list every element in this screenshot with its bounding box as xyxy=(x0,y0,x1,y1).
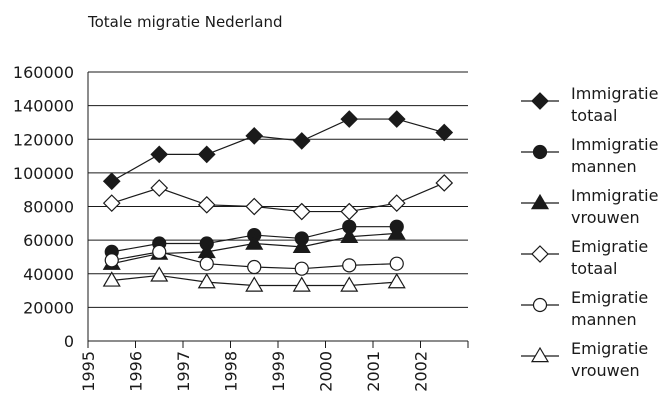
data-point xyxy=(435,123,454,142)
series-4 xyxy=(104,244,404,276)
data-point xyxy=(292,132,311,150)
data-point xyxy=(245,197,264,216)
series-line xyxy=(111,182,445,213)
data-point xyxy=(342,258,357,273)
grid-layer xyxy=(88,71,468,308)
legend-item: Emigratie vrouwen xyxy=(521,339,648,380)
data-point xyxy=(387,272,406,289)
x-tick-label: 1999 xyxy=(269,351,288,392)
x-tick-label: 2001 xyxy=(364,351,383,392)
data-point xyxy=(294,261,309,276)
y-tick-label: 60000 xyxy=(23,231,74,250)
data-point xyxy=(435,174,454,192)
x-tick-label: 1995 xyxy=(79,351,98,392)
legend-label: mannen xyxy=(571,157,637,176)
data-point xyxy=(152,244,167,259)
legend-marker xyxy=(532,144,548,160)
x-tick-label: 2000 xyxy=(317,351,336,392)
legend-item: Immigratie mannen xyxy=(521,135,658,176)
data-point xyxy=(150,179,169,197)
y-tick-label: 160000 xyxy=(13,63,74,82)
legend-label: Emigratie xyxy=(571,288,648,307)
series-0 xyxy=(102,110,454,191)
data-point xyxy=(197,145,216,164)
data-point xyxy=(340,110,359,128)
legend-label: mannen xyxy=(571,310,637,329)
data-point xyxy=(387,110,406,128)
legend-marker xyxy=(530,346,550,363)
legend-item: Immigratie totaal xyxy=(521,84,658,125)
data-point xyxy=(389,256,404,271)
legend-label: Emigratie xyxy=(571,237,648,256)
data-point xyxy=(199,256,214,271)
data-point xyxy=(245,276,264,292)
legend-marker xyxy=(531,245,549,263)
series-3 xyxy=(102,174,454,221)
data-point xyxy=(102,194,121,212)
series-5 xyxy=(102,266,406,292)
legend-marker xyxy=(532,297,548,313)
data-point xyxy=(340,276,359,292)
legend-label: vrouwen xyxy=(571,361,640,380)
chart-title: Totale migratie Nederland xyxy=(87,13,283,31)
y-tick-label: 20000 xyxy=(23,298,74,317)
legend-label: Immigratie xyxy=(571,135,658,154)
data-point xyxy=(292,202,311,221)
data-point xyxy=(340,227,359,243)
y-tick-label: 100000 xyxy=(13,164,74,183)
data-point xyxy=(197,195,216,214)
data-point xyxy=(292,237,311,254)
data-point xyxy=(102,271,121,287)
y-tick-label: 0 xyxy=(64,332,74,351)
series-layer xyxy=(102,110,454,292)
legend-marker xyxy=(531,92,549,110)
axis-layer: 160000 140000 120000 100000 80000 60000 40000 2… xyxy=(13,63,469,392)
legend: ImmigratietotaalImmigratiemannenImmigrat… xyxy=(521,84,658,380)
x-tick-label: 2002 xyxy=(412,351,431,392)
legend-label: Immigratie xyxy=(571,84,658,103)
data-point xyxy=(150,266,169,282)
data-point xyxy=(387,194,406,212)
x-tick-label: 1997 xyxy=(174,351,193,392)
data-point xyxy=(247,259,262,275)
data-point xyxy=(102,172,121,191)
data-point xyxy=(387,224,406,240)
data-point xyxy=(340,202,359,221)
data-point xyxy=(245,127,264,145)
y-tick-label: 80000 xyxy=(23,198,74,217)
legend-marker xyxy=(530,193,550,210)
legend-label: Emigratie xyxy=(571,339,648,358)
data-point xyxy=(197,272,216,289)
legend-item: Emigratie mannen xyxy=(521,288,648,329)
y-tick-label: 40000 xyxy=(23,265,74,284)
data-point xyxy=(245,234,264,250)
legend-label: vrouwen xyxy=(571,208,640,227)
legend-item: Immigratie vrouwen xyxy=(521,186,658,227)
data-point xyxy=(292,276,311,292)
legend-label: totaal xyxy=(571,259,617,278)
legend-label: Immigratie xyxy=(571,186,658,205)
x-tick-label: 1996 xyxy=(127,351,146,392)
y-tick-label: 120000 xyxy=(13,130,74,149)
legend-item: Emigratie totaal xyxy=(521,237,648,278)
y-tick-label: 140000 xyxy=(13,97,74,116)
data-point xyxy=(150,145,169,164)
data-point xyxy=(104,253,119,268)
legend-label: totaal xyxy=(571,106,617,125)
x-tick-label: 1998 xyxy=(222,351,241,392)
